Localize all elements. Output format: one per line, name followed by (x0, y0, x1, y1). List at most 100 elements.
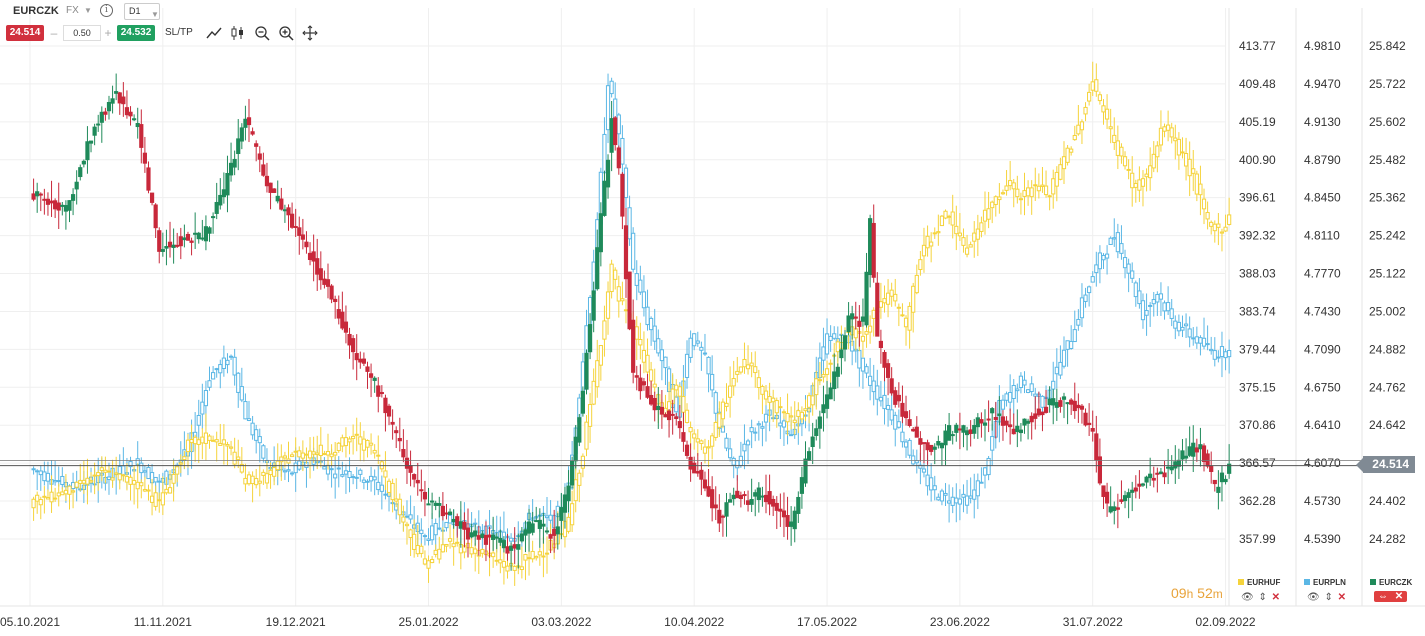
candle-body-eurpln (1033, 393, 1038, 397)
candle-body-eurczk (447, 511, 453, 515)
close-icon[interactable]: ✕ (1271, 592, 1281, 603)
close-icon[interactable]: ✕ (1337, 592, 1347, 603)
candle-body-eurczk (921, 442, 927, 445)
candle-body-eurczk (832, 371, 837, 390)
candles-icon[interactable] (229, 24, 247, 42)
zoom-in-icon[interactable] (277, 24, 295, 42)
candle-body-eurhuf (390, 482, 395, 501)
candle-body-eurhuf (268, 469, 273, 476)
symbol-label[interactable]: EURCZK (13, 5, 59, 17)
candle-body-eurhuf (749, 362, 754, 367)
eye-icon[interactable]: 👁 (1241, 592, 1254, 603)
candle-body-eurhuf (178, 462, 183, 465)
candle-body-eurpln (1119, 243, 1124, 254)
candle-body-eurhuf (1072, 134, 1077, 141)
candle-body-eurhuf (925, 235, 930, 249)
candle-body-eurczk (117, 92, 122, 104)
y-tick-label-eurhuf: 375.15 (1239, 380, 1276, 394)
candle-body-eurczk (1122, 495, 1128, 502)
candle-body-eurpln (789, 434, 794, 437)
candle-body-eurhuf (203, 432, 209, 444)
candle-body-eurpln (232, 356, 237, 376)
candle-body-eurczk (925, 442, 930, 451)
candle-body-eurczk (60, 204, 65, 207)
candle-body-eurhuf (200, 436, 205, 444)
sltp-button[interactable]: SL/TP (165, 27, 193, 38)
candle-body-eurhuf (325, 451, 331, 456)
candle-body-eurczk (947, 425, 952, 441)
candle-body-eurczk (932, 446, 937, 450)
candle-body-eurpln (1162, 302, 1167, 312)
candle-body-eurhuf (92, 474, 97, 477)
timeframe-select[interactable]: D1 ▼ (124, 3, 160, 20)
candle-body-eurczk (1079, 405, 1085, 410)
candle-body-eurczk (1033, 413, 1038, 419)
candle-body-eurczk (552, 528, 557, 536)
candle-body-eurczk (390, 421, 395, 425)
candle-body-eurhuf (947, 215, 952, 218)
candle-body-eurpln (1194, 336, 1199, 344)
volume-decrease-button[interactable]: – (50, 26, 58, 40)
candle-body-eurhuf (196, 439, 201, 445)
candle-body-eurhuf (311, 451, 316, 455)
candle-body-eurhuf (498, 559, 503, 564)
candle-body-eurczk (577, 417, 582, 443)
candle-body-eurpln (986, 457, 991, 476)
eye-icon[interactable]: 👁 (1307, 592, 1320, 603)
volume-increase-button[interactable]: + (104, 26, 112, 40)
candle-body-eurhuf (896, 306, 901, 309)
candle-body-eurhuf (964, 247, 970, 255)
chevron-down-icon[interactable]: ▼ (84, 6, 92, 15)
reorder-icon[interactable]: ⇕ (1324, 592, 1333, 603)
candle-body-eurhuf (1051, 178, 1056, 195)
candle-body-eurczk (63, 205, 69, 212)
info-icon[interactable]: i (100, 4, 113, 17)
reorder-icon[interactable]: ⇕ (1258, 592, 1267, 603)
y-tick-label-eurczk: 24.402 (1369, 494, 1406, 508)
candle-body-eurczk (796, 496, 801, 514)
candle-body-eurczk (221, 189, 226, 198)
candle-body-eurhuf (354, 433, 359, 436)
candle-body-eurhuf (605, 291, 611, 319)
candle-body-eurpln (778, 422, 783, 427)
candle-body-eurpln (828, 335, 833, 341)
candle-body-eurhuf (469, 547, 474, 555)
candle-body-eurhuf (1155, 145, 1160, 158)
legend-controls-eurhuf: 👁 ⇕ ✕ (1241, 592, 1280, 603)
sell-button[interactable]: 24.514 (6, 25, 44, 41)
candle-body-eurhuf (810, 395, 815, 406)
zoom-out-icon[interactable] (253, 24, 271, 42)
candle-body-eurczk (868, 218, 873, 276)
buy-button[interactable]: 24.532 (117, 25, 155, 41)
candle-body-eurhuf (193, 436, 198, 445)
candle-body-eurpln (329, 468, 334, 471)
candle-body-eurpln (868, 375, 873, 386)
candle-body-eurhuf (412, 533, 417, 550)
candle-body-eurpln (616, 114, 621, 135)
candle-body-eurpln (979, 481, 984, 484)
candle-body-eurczk (268, 182, 273, 193)
candle-body-eurczk (164, 246, 169, 249)
y-tick-label-eurhuf: 357.99 (1239, 532, 1276, 546)
volume-input[interactable]: 0.50 (63, 25, 101, 41)
candle-body-eurhuf (710, 435, 715, 447)
candle-body-eurczk (512, 544, 517, 549)
candle-body-eurczk (580, 390, 586, 414)
candle-body-eurpln (53, 479, 58, 483)
y-tick-label-eurczk: 24.642 (1369, 418, 1406, 432)
crosshair-icon[interactable] (301, 24, 319, 42)
candle-body-eurczk (228, 162, 234, 176)
candle-body-eurhuf (1198, 183, 1203, 196)
candle-body-eurhuf (806, 395, 812, 408)
candle-body-eurpln (1151, 299, 1156, 305)
line-chart-icon[interactable] (205, 24, 223, 42)
close-icon[interactable]: ✕ (1394, 591, 1404, 602)
candle-body-eurpln (548, 514, 553, 521)
candle-body-eurhuf (132, 480, 137, 485)
candle-body-eurpln (674, 396, 679, 413)
candle-body-eurpln (943, 492, 948, 496)
trade-arrows-icon[interactable]: ⇔ (1378, 591, 1388, 602)
candle-body-eurczk (49, 200, 54, 204)
candle-body-eurpln (609, 80, 614, 95)
